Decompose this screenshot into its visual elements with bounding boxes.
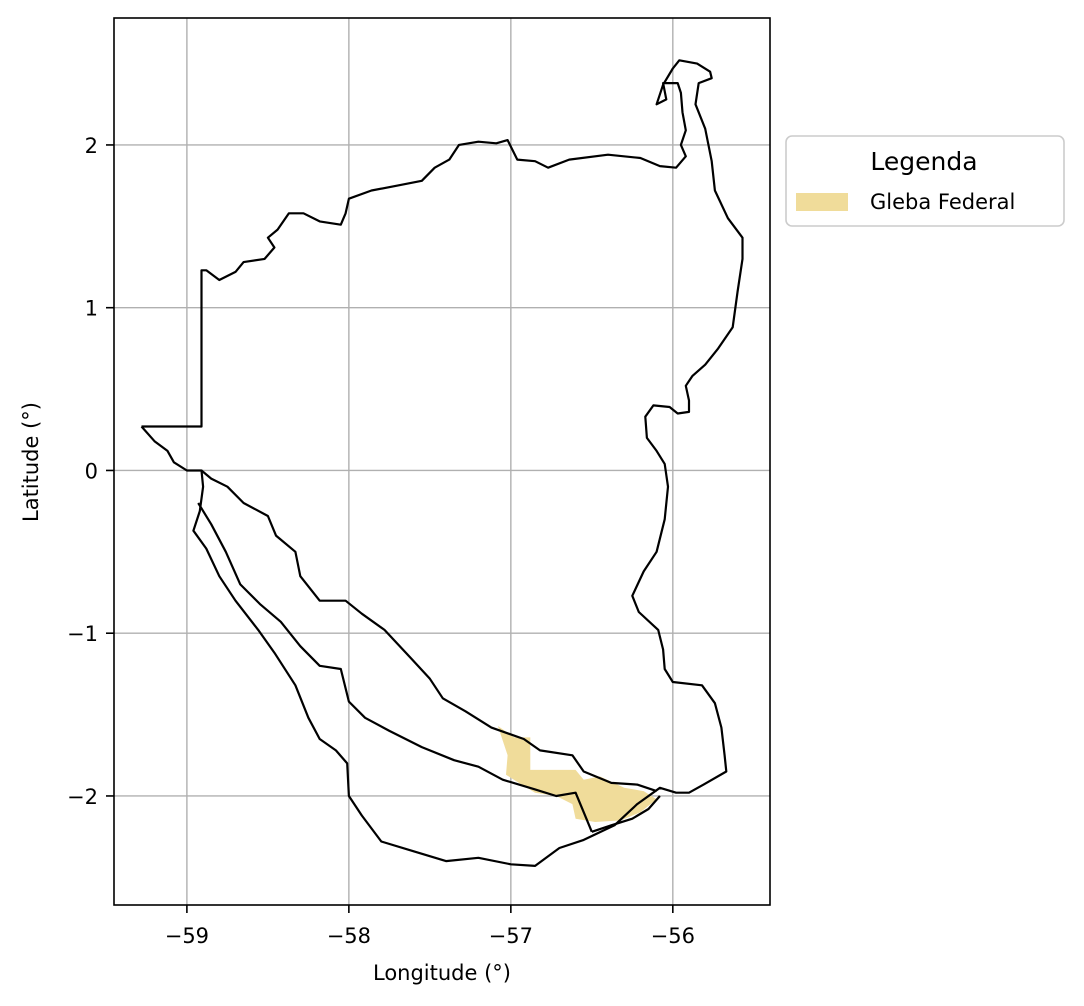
x-tick-label: −59 [165,924,209,948]
y-axis-label: Latitude (°) [19,402,43,522]
legend-swatch-gleba-federal [796,193,848,211]
y-tick-label: −2 [67,785,98,809]
x-axis-label: Longitude (°) [373,961,511,985]
x-tick-label: −57 [489,924,533,948]
legend-label-gleba-federal: Gleba Federal [870,190,1015,214]
x-tick-label: −58 [327,924,371,948]
y-tick-label: 2 [85,134,98,158]
y-tick-label: 1 [85,297,98,321]
y-tick-label: 0 [85,459,98,483]
y-tick-label: −1 [67,622,98,646]
legend: Legenda Gleba Federal [786,136,1064,226]
x-tick-label: −56 [651,924,695,948]
legend-title: Legenda [870,147,977,176]
